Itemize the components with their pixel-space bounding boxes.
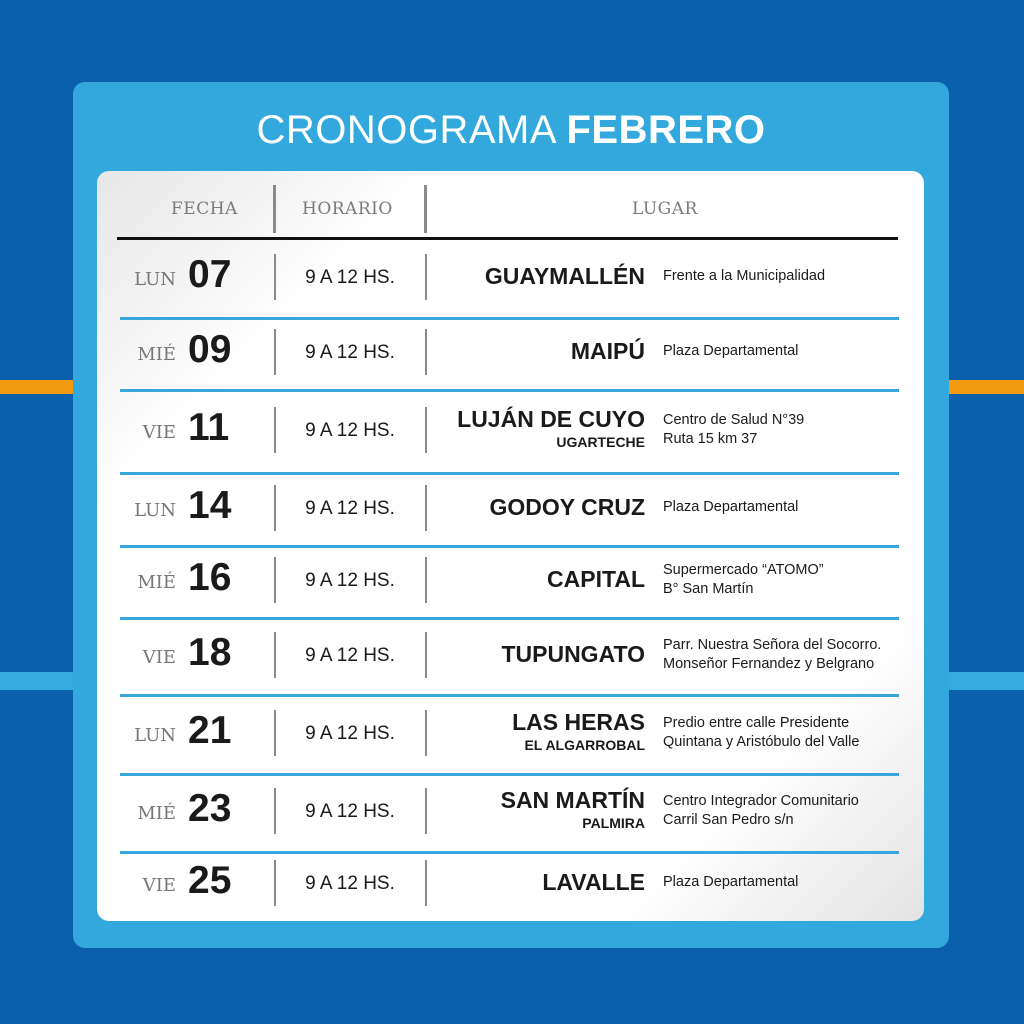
- table-row: MIÉ 09 9 A 12 HS. MAIPÚ Plaza Departamental: [97, 319, 924, 392]
- address-line-2: Carril San Pedro s/n: [663, 812, 794, 828]
- day-of-week: VIE: [142, 646, 176, 668]
- column-divider: [425, 329, 427, 375]
- address-line-1: Frente a la Municipalidad: [663, 268, 826, 284]
- time-range: 9 A 12 HS.: [305, 873, 395, 894]
- time-range: 9 A 12 HS.: [305, 644, 395, 666]
- table-row: VIE 25 9 A 12 HS. LAVALLE Plaza Departamenta…: [97, 853, 924, 921]
- column-divider: [425, 557, 427, 603]
- place-name: CAPITAL: [547, 566, 645, 592]
- table-row: MIÉ 16 9 A 12 HS. CAPITAL Supermercado “ATOM…: [97, 547, 924, 620]
- address-line-1: Centro Integrador Comunitario: [663, 793, 859, 809]
- day-of-week: MIÉ: [137, 803, 176, 824]
- schedule-panel: CRONOGRAMA FEBRERO FECHA HORARIO LUGAR L…: [73, 82, 949, 948]
- place-locality: EL ALGARROBAL: [524, 736, 645, 753]
- row-divider: [120, 545, 899, 548]
- header-rule: [117, 237, 898, 240]
- column-divider: [274, 860, 276, 906]
- address-line-2: Quintana y Aristóbulo del Valle: [663, 733, 860, 750]
- column-divider: [425, 788, 427, 834]
- page-title: CRONOGRAMA FEBRERO: [73, 108, 949, 153]
- column-divider: [274, 709, 276, 756]
- table-row: VIE 18 9 A 12 HS. TUPUNGATO Parr. Nuestra Se…: [97, 619, 924, 697]
- column-divider: [274, 788, 276, 834]
- address-line-1: Plaza Departamental: [663, 343, 799, 359]
- address-line-2: Monseñor Fernandez y Belgrano: [663, 655, 875, 672]
- day-number: 23: [188, 787, 232, 830]
- header-fecha: FECHA: [171, 199, 238, 219]
- place-name: TUPUNGATO: [501, 640, 645, 667]
- column-divider: [425, 631, 427, 678]
- title-bold: FEBRERO: [566, 108, 766, 152]
- day-of-week: VIE: [142, 421, 176, 443]
- column-divider: [274, 631, 276, 678]
- table-row: LUN 14 9 A 12 HS. GODOY CRUZ Plaza Departame…: [97, 474, 924, 548]
- address-line-1: Predio entre calle Presidente: [663, 714, 850, 731]
- place-name: LAVALLE: [542, 869, 645, 895]
- time-range: 9 A 12 HS.: [305, 342, 395, 363]
- time-range: 9 A 12 HS.: [305, 267, 395, 288]
- address-line-1: Plaza Departamental: [663, 874, 799, 890]
- address-line-1: Centro de Salud N°39: [663, 411, 805, 428]
- column-divider: [274, 254, 276, 300]
- day-number: 11: [188, 405, 230, 449]
- day-of-week: MIÉ: [137, 572, 176, 593]
- header-horario: HORARIO: [302, 199, 393, 219]
- title-light: CRONOGRAMA: [256, 108, 555, 152]
- place-name: GUAYMALLÉN: [484, 263, 645, 289]
- row-divider: [120, 851, 899, 854]
- row-divider: [120, 389, 899, 392]
- time-range: 9 A 12 HS.: [305, 722, 395, 744]
- time-range: 9 A 12 HS.: [305, 419, 395, 441]
- table-row: LUN 21 9 A 12 HS. LAS HERAS EL ALGARROBAL Pre…: [97, 696, 924, 776]
- row-divider: [120, 773, 899, 776]
- day-of-week: LUN: [134, 724, 176, 746]
- header-divider: [273, 185, 276, 233]
- day-of-week: MIÉ: [137, 344, 176, 365]
- row-divider: [120, 617, 899, 620]
- column-divider: [274, 557, 276, 603]
- day-of-week: VIE: [142, 875, 176, 896]
- day-number: 21: [188, 708, 232, 752]
- time-range: 9 A 12 HS.: [305, 570, 395, 591]
- row-divider: [120, 694, 899, 697]
- day-of-week: LUN: [134, 269, 176, 290]
- place-name: MAIPÚ: [570, 338, 645, 364]
- place-name: LAS HERAS: [512, 708, 645, 735]
- address-line-1: Parr. Nuestra Señora del Socorro.: [663, 636, 882, 653]
- header-lugar: LUGAR: [632, 199, 698, 219]
- column-divider: [425, 484, 427, 531]
- table-row: MIÉ 23 9 A 12 HS. SAN MARTÍN PALMIRA Centro I…: [97, 775, 924, 854]
- row-divider: [120, 317, 899, 320]
- header-divider: [424, 185, 427, 233]
- place-locality: PALMIRA: [582, 815, 645, 831]
- day-number: 25: [188, 859, 232, 902]
- time-range: 9 A 12 HS.: [305, 497, 395, 519]
- schedule-table: FECHA HORARIO LUGAR LUN 07 9 A 12 HS. GUAYM…: [97, 171, 924, 921]
- column-divider: [425, 406, 427, 453]
- day-number: 14: [188, 483, 232, 527]
- column-divider: [425, 254, 427, 300]
- column-divider: [425, 860, 427, 906]
- row-divider: [120, 472, 899, 475]
- day-number: 16: [188, 556, 232, 599]
- column-divider: [274, 484, 276, 531]
- day-number: 07: [188, 253, 232, 296]
- address-line-2: B° San Martín: [663, 581, 754, 597]
- column-divider: [274, 406, 276, 453]
- day-number: 09: [188, 328, 232, 371]
- place-name: LUJÁN DE CUYO: [457, 405, 645, 432]
- time-range: 9 A 12 HS.: [305, 801, 395, 822]
- place-name: GODOY CRUZ: [489, 493, 645, 520]
- column-divider: [425, 709, 427, 756]
- day-of-week: LUN: [134, 499, 176, 521]
- place-locality: UGARTECHE: [556, 433, 645, 450]
- address-line-1: Plaza Departamental: [663, 498, 799, 515]
- day-number: 18: [188, 630, 232, 674]
- address-line-2: Ruta 15 km 37: [663, 430, 758, 447]
- table-row: LUN 07 9 A 12 HS. GUAYMALLÉN Frente a la Mun…: [97, 241, 924, 320]
- place-name: SAN MARTÍN: [500, 787, 645, 813]
- table-row: VIE 11 9 A 12 HS. LUJÁN DE CUYO UGARTECHE Cen…: [97, 391, 924, 475]
- column-divider: [274, 329, 276, 375]
- address-line-1: Supermercado “ATOMO”: [663, 562, 824, 578]
